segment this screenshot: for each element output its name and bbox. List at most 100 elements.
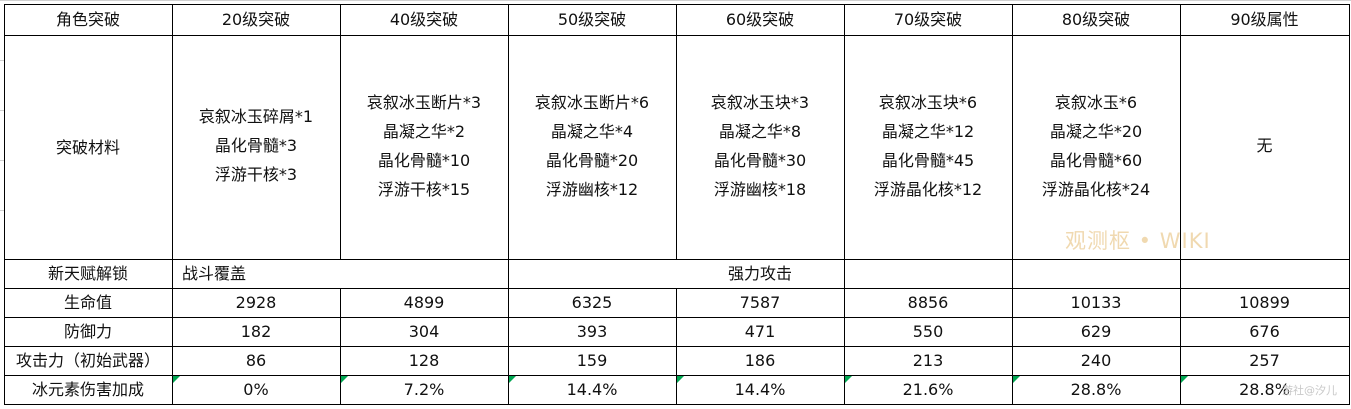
material-item: 浮游干核*3	[214, 165, 298, 184]
material-item: 晶化骨髓*60	[1049, 150, 1143, 170]
stat-value: 0%	[243, 380, 269, 399]
comment-marker	[341, 376, 348, 383]
source-watermark: 游社@汐儿	[1282, 384, 1337, 397]
materials-list: 哀叙冰玉断片*3 晶凝之华*2 晶化骨髓*10 浮游干核*15	[367, 88, 481, 204]
material-item: 哀叙冰玉碎屑*1	[198, 107, 314, 126]
material-item: 晶凝之华*2	[382, 121, 466, 141]
stat-value: 28.8%	[1239, 380, 1290, 399]
stat-value: 629	[1080, 322, 1112, 341]
material-item: 哀叙冰玉断片*3	[366, 92, 482, 112]
stat-value: 14.4%	[566, 380, 618, 399]
stat-value: 6325	[571, 293, 613, 312]
stat-value: 257	[1249, 351, 1280, 370]
materials-cell: 哀叙冰玉碎屑*1 晶化骨髓*3 浮游干核*3	[172, 35, 340, 259]
header-stage: 20级突破	[221, 10, 291, 29]
table-border	[1349, 4, 1350, 404]
sheet-gridline	[0, 0, 1351, 1]
table-border	[340, 288, 341, 404]
material-item: 晶凝之华*20	[1049, 121, 1143, 141]
materials-list: 哀叙冰玉断片*6 晶凝之华*4 晶化骨髓*20 浮游幽核*12	[535, 88, 649, 204]
material-item: 哀叙冰玉块*6	[878, 92, 978, 112]
stat-value: 304	[408, 322, 440, 341]
table-border	[844, 4, 845, 259]
material-item: 晶凝之华*8	[718, 121, 802, 141]
table-border	[1180, 259, 1181, 288]
material-item: 晶凝之华*12	[881, 121, 975, 141]
table-border	[508, 259, 509, 288]
stat-value: 7.2%	[403, 380, 445, 399]
talent-value: 战斗覆盖	[182, 264, 247, 283]
comment-marker	[509, 376, 516, 383]
stat-value: 550	[912, 322, 944, 341]
material-item: 浮游幽核*18	[713, 179, 807, 199]
table-border	[4, 404, 1350, 405]
materials-cell: 哀叙冰玉块*3 晶凝之华*8 晶化骨髓*30 浮游幽核*18	[676, 35, 844, 259]
material-item: 晶化骨髓*20	[545, 150, 639, 170]
material-item: 浮游幽核*12	[545, 179, 639, 199]
comment-marker	[845, 376, 852, 383]
table-border	[4, 317, 1350, 318]
material-item: 哀叙冰玉断片*6	[534, 92, 650, 112]
stat-value: 186	[744, 351, 776, 370]
materials-list: 哀叙冰玉*6 晶凝之华*20 晶化骨髓*60 浮游晶化核*24	[1042, 88, 1150, 204]
material-item: 哀叙冰玉*6	[1054, 92, 1138, 112]
header-stage: 80级突破	[1061, 10, 1131, 29]
materials-list: 哀叙冰玉碎屑*1 晶化骨髓*3 浮游干核*3	[199, 102, 313, 189]
material-item: 无	[1256, 136, 1273, 155]
table-border	[172, 288, 173, 404]
materials-cell: 哀叙冰玉断片*3 晶凝之华*2 晶化骨髓*10 浮游干核*15	[340, 35, 508, 259]
stat-value: 10133	[1070, 293, 1122, 312]
sheet-gridline	[0, 60, 4, 61]
table-border	[1180, 4, 1181, 259]
table-border	[1012, 259, 1013, 288]
table-border	[676, 4, 677, 259]
table-border	[340, 4, 341, 259]
table-border	[508, 4, 509, 259]
table-border	[4, 4, 1350, 5]
comment-marker	[1013, 376, 1020, 383]
material-item: 浮游干核*15	[377, 179, 471, 199]
stat-value: 2928	[235, 293, 277, 312]
stat-value: 8856	[907, 293, 949, 312]
wiki-watermark: 观测枢 • WIKI	[1065, 229, 1211, 253]
table-border	[4, 35, 1350, 36]
table-border	[4, 259, 1350, 260]
material-item: 哀叙冰玉块*3	[710, 92, 810, 112]
table-border	[172, 259, 173, 288]
table-border	[1180, 288, 1181, 404]
stat-value: 159	[576, 351, 608, 370]
material-item: 晶化骨髓*3	[214, 136, 298, 155]
table-border	[172, 4, 173, 259]
material-item: 晶凝之华*4	[550, 121, 634, 141]
material-item: 晶化骨髓*45	[881, 150, 975, 170]
material-item: 浮游晶化核*24	[1041, 179, 1151, 199]
materials-cell: 哀叙冰玉块*6 晶凝之华*12 晶化骨髓*45 浮游晶化核*12	[844, 35, 1012, 259]
stat-label: 防御力	[63, 322, 112, 341]
materials-cell: 无	[1180, 35, 1349, 259]
stat-label: 生命值	[63, 293, 112, 312]
stat-value: 4899	[403, 293, 445, 312]
header-label: 角色突破	[55, 10, 120, 29]
stat-value: 213	[912, 351, 944, 370]
materials-cell: 哀叙冰玉断片*6 晶凝之华*4 晶化骨髓*20 浮游幽核*12	[508, 35, 676, 259]
table-border	[4, 346, 1350, 347]
table-border	[844, 259, 845, 288]
stat-value: 7587	[739, 293, 781, 312]
talent-label: 新天赋解锁	[47, 264, 128, 283]
table-border	[4, 4, 5, 404]
stat-value: 128	[408, 351, 440, 370]
sheet-gridline	[0, 160, 4, 161]
header-stage: 70级突破	[893, 10, 963, 29]
materials-list: 哀叙冰玉块*3 晶凝之华*8 晶化骨髓*30 浮游幽核*18	[711, 88, 809, 204]
comment-marker	[173, 376, 180, 383]
table-border	[1012, 4, 1013, 259]
talent-value: 强力攻击	[727, 264, 792, 283]
stat-label: 冰元素伤害加成	[31, 380, 144, 399]
stat-value: 14.4%	[734, 380, 786, 399]
materials-list: 哀叙冰玉块*6 晶凝之华*12 晶化骨髓*45 浮游晶化核*12	[874, 88, 982, 204]
stat-label: 攻击力（初始武器）	[15, 351, 160, 370]
materials-label: 突破材料	[55, 137, 120, 157]
header-stage: 50级突破	[557, 10, 627, 29]
stat-value: 471	[744, 322, 776, 341]
table-border	[4, 375, 1350, 376]
